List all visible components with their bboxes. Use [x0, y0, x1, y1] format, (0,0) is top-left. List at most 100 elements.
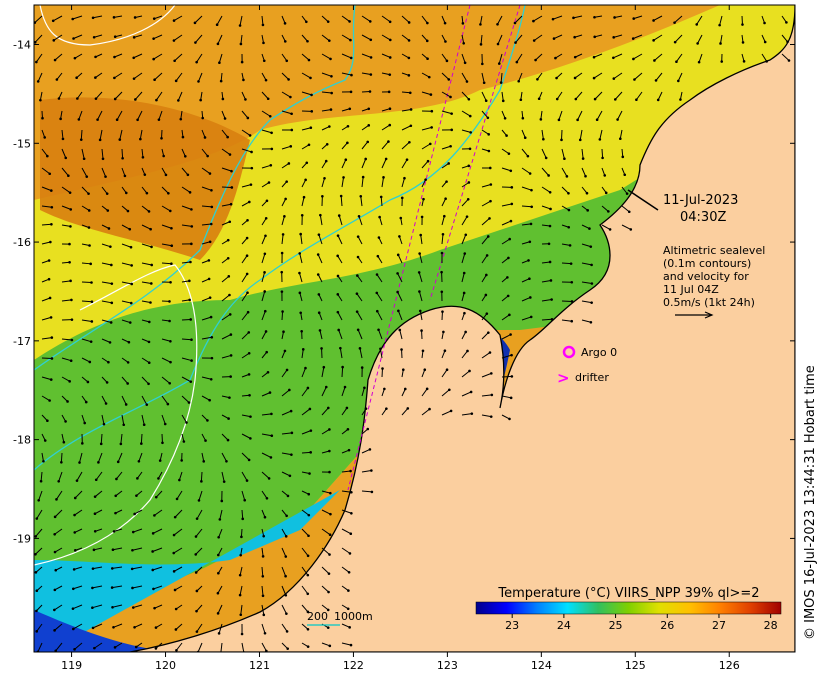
velocity-arrow	[75, 72, 83, 79]
velocity-arrow	[541, 186, 552, 194]
velocity-arrow	[72, 623, 83, 631]
velocity-arrow	[401, 387, 407, 397]
velocity-arrow	[216, 34, 223, 46]
velocity-arrow	[55, 72, 63, 81]
velocity-arrow	[201, 315, 213, 321]
velocity-arrow	[517, 72, 523, 83]
velocity-arrow	[241, 272, 249, 283]
velocity-arrow	[121, 319, 132, 324]
velocity-arrow	[141, 224, 152, 231]
velocity-arrow	[561, 224, 571, 229]
velocity-arrow	[361, 407, 368, 416]
velocity-arrow	[201, 129, 207, 139]
latitude-axis: -14 -15 -16 -17 -18 -19	[13, 39, 795, 545]
velocity-arrow	[61, 318, 74, 321]
velocity-arrow	[41, 395, 51, 402]
velocity-arrow	[301, 566, 310, 577]
velocity-arrow	[761, 34, 767, 44]
sst-band-green	[34, 120, 795, 630]
velocity-arrow	[175, 642, 183, 652]
velocity-arrow	[101, 281, 114, 285]
velocity-arrow	[201, 110, 205, 120]
velocity-arrow	[35, 585, 43, 593]
velocity-arrow	[301, 366, 307, 378]
velocity-arrow	[195, 585, 203, 593]
velocity-arrow	[341, 124, 350, 131]
velocity-arrow	[321, 449, 331, 454]
plot-frame	[33, 4, 796, 653]
velocity-arrow	[341, 427, 350, 435]
velocity-arrow	[551, 15, 563, 21]
velocity-arrow	[316, 273, 323, 283]
lon-tick-label: 120	[155, 659, 176, 672]
velocity-arrow	[381, 407, 388, 416]
velocity-arrow	[221, 110, 227, 120]
velocity-arrow	[281, 110, 293, 116]
velocity-arrow	[99, 433, 103, 446]
velocity-arrow	[121, 224, 132, 231]
velocity-arrow	[632, 15, 643, 20]
velocity-arrow	[481, 166, 492, 170]
velocity-arrow	[110, 585, 123, 589]
velocity-arrow	[461, 412, 474, 416]
velocity-arrow	[61, 242, 71, 246]
velocity-arrow	[301, 451, 312, 454]
velocity-arrow	[321, 365, 326, 378]
velocity-arrow	[141, 243, 153, 249]
velocity-arrow	[280, 290, 284, 302]
velocity-arrow	[141, 148, 145, 159]
velocity-arrow	[181, 242, 193, 246]
velocity-arrow	[496, 15, 503, 26]
velocity-arrow	[101, 167, 107, 178]
velocity-arrow	[298, 271, 303, 283]
velocity-arrow	[521, 259, 530, 264]
velocity-arrow	[501, 313, 511, 321]
velocity-arrow	[541, 298, 553, 302]
velocity-arrow	[654, 72, 663, 82]
velocity-arrow	[593, 91, 603, 101]
sst-band-orange-warm	[40, 97, 250, 260]
velocity-arrow	[91, 623, 103, 630]
velocity-arrow	[377, 236, 383, 245]
velocity-arrow	[635, 91, 643, 102]
velocity-arrow	[697, 53, 703, 64]
velocity-arrow	[113, 34, 123, 38]
velocity-arrow	[401, 34, 411, 42]
velocity-arrow	[581, 281, 594, 285]
velocity-arrow	[461, 215, 469, 226]
velocity-arrow	[221, 148, 232, 156]
velocity-arrow	[761, 53, 768, 63]
velocity-arrow	[261, 216, 268, 226]
velocity-arrow	[201, 376, 213, 381]
velocity-arrow	[601, 224, 612, 231]
velocity-arrow	[152, 585, 163, 591]
altimetry-note-4: 11 Jul 04Z	[663, 283, 719, 296]
velocity-arrow	[41, 316, 53, 321]
velocity-arrow	[281, 547, 288, 558]
velocity-arrow	[318, 329, 323, 340]
velocity-arrow	[341, 642, 353, 647]
velocity-arrow	[532, 15, 543, 23]
velocity-arrow	[91, 604, 103, 609]
velocity-arrow	[281, 330, 285, 340]
velocity-arrow	[112, 623, 123, 629]
velocity-arrow	[481, 110, 490, 120]
velocity-arrow	[496, 34, 503, 46]
velocity-arrow	[152, 15, 163, 20]
velocity-arrow	[396, 253, 403, 264]
velocity-arrow	[73, 528, 83, 534]
velocity-arrow	[112, 15, 123, 19]
velocity-arrow	[401, 176, 406, 188]
velocity-arrow	[221, 395, 231, 399]
velocity-arrow	[361, 72, 373, 76]
velocity-arrow	[241, 509, 245, 521]
velocity-arrow	[221, 238, 230, 245]
velocity-arrow	[421, 407, 431, 416]
velocity-arrow	[41, 167, 52, 176]
velocity-arrow	[514, 34, 523, 44]
velocity-arrow	[134, 91, 143, 101]
velocity-arrow	[320, 347, 323, 359]
colorbar-tick-label: 28	[764, 619, 778, 632]
velocity-arrow	[521, 240, 532, 245]
lon-tick-label: 122	[343, 659, 364, 672]
